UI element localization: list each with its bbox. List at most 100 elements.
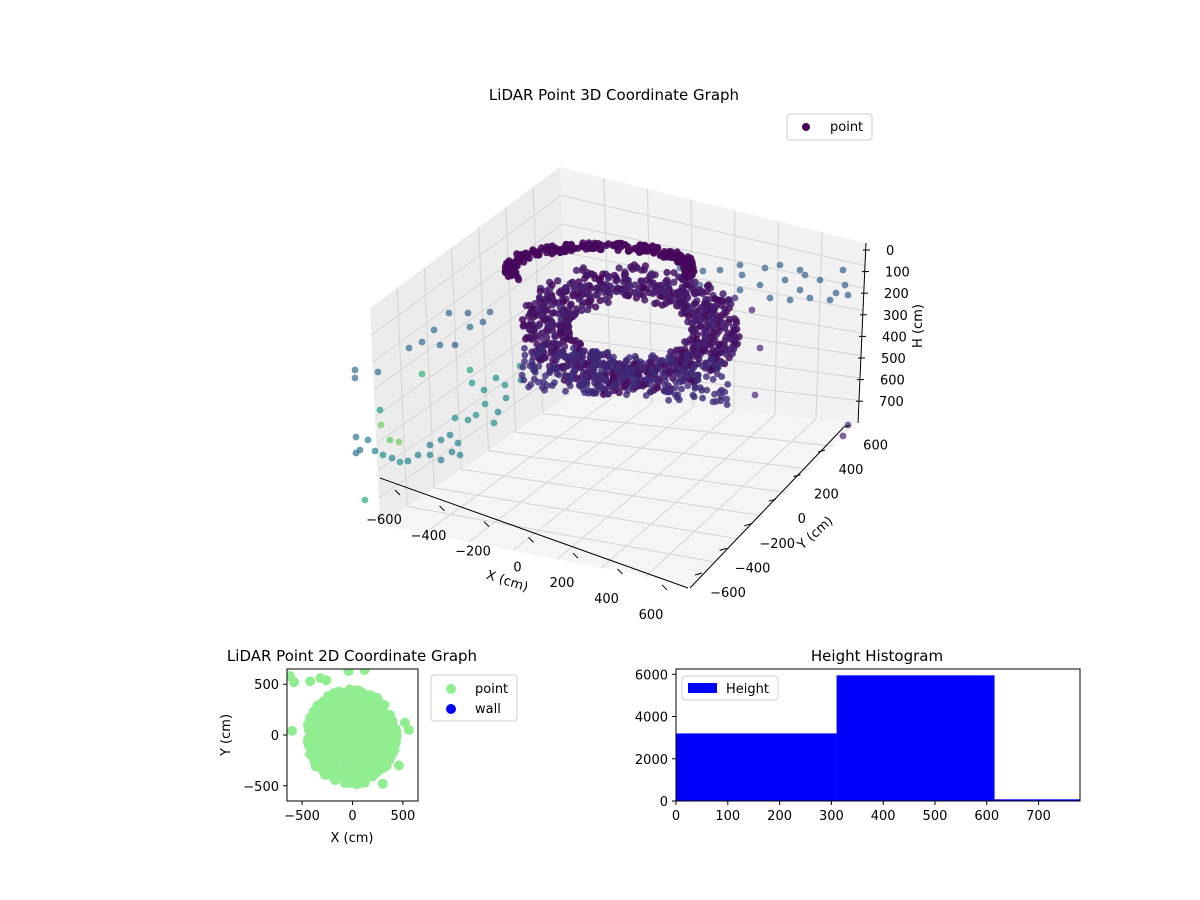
scatter-point-3d — [719, 290, 727, 298]
scatter-point-3d — [689, 391, 697, 399]
scatter-point-3d — [388, 454, 396, 462]
scatter-point-3d — [553, 370, 561, 378]
scatter-point-2d — [403, 724, 414, 735]
x-tick-label-3d: −200 — [455, 545, 491, 560]
scatter-point-3d — [666, 387, 673, 395]
scatter-point-3d — [624, 247, 633, 255]
scatter-point-3d — [448, 448, 456, 456]
legend-histogram-box — [681, 675, 779, 701]
scatter-point-3d — [751, 391, 759, 399]
scatter-point-3d — [572, 266, 581, 274]
scatter-point-3d — [426, 451, 434, 459]
plot-area-histogram — [675, 668, 1081, 802]
x-tick-label-histogram: 200 — [767, 809, 792, 824]
scatter-point-3d — [715, 296, 723, 304]
scatter-point-2d — [334, 722, 344, 733]
scatter-point-3d — [690, 364, 698, 371]
scatter-point-3d — [578, 306, 586, 314]
scatter-point-3d — [537, 333, 545, 341]
y-tick — [793, 474, 801, 478]
scatter-point-3d — [588, 387, 596, 395]
scatter-point-3d — [704, 359, 712, 367]
scatter-point-3d — [549, 327, 557, 335]
legend-3d-marker — [802, 123, 810, 131]
scatter-point-3d — [595, 385, 603, 393]
scatter-point-3d — [631, 352, 639, 360]
scatter-point-3d — [649, 282, 657, 290]
scatter-point-3d — [730, 326, 738, 334]
scatter-point-3d — [472, 411, 480, 419]
scatter-point-3d — [721, 305, 729, 313]
scatter-point-3d — [567, 242, 575, 250]
scatter-point-2d — [378, 755, 389, 765]
scatter-point-2d — [354, 693, 365, 704]
histogram-bars — [676, 675, 1080, 801]
scatter-point-3d — [561, 342, 569, 350]
y-tick — [817, 449, 826, 453]
scatter-point-3d — [466, 323, 474, 331]
scatter-point-3d — [680, 377, 687, 384]
scatter-point-3d — [647, 381, 654, 389]
scatter-point-2d — [305, 676, 316, 687]
scatter-point-3d — [675, 251, 683, 259]
legend-2d-marker-wall — [446, 704, 456, 714]
scatter-point-2d — [323, 691, 334, 702]
scatter-point-3d — [705, 315, 713, 323]
legend-3d-label: point — [830, 120, 863, 135]
scatter-point-3d — [670, 278, 678, 286]
scatter-point-3d — [426, 441, 434, 449]
scatter-point-3d — [731, 339, 739, 347]
scatter-point-3d — [564, 317, 572, 325]
grid-line — [373, 252, 565, 390]
scatter-point-3d — [615, 264, 623, 272]
scatter-point-3d — [715, 340, 723, 348]
x-axis-label-3d: X (cm) — [484, 568, 530, 596]
points-2d — [287, 669, 414, 790]
scatter-point-2d — [317, 749, 328, 760]
histogram-bar — [994, 799, 1080, 801]
scatter-point-3d — [501, 381, 509, 389]
scatter-point-3d — [543, 382, 551, 389]
scatter-point-3d — [568, 361, 576, 368]
scatter-point-3d — [612, 379, 619, 387]
scatter-point-3d — [575, 295, 583, 303]
grid-line — [461, 468, 762, 517]
grid-line — [515, 431, 810, 470]
y-tick — [694, 572, 703, 576]
scatter-point-3d — [554, 340, 563, 348]
scatter-point-3d — [723, 395, 731, 403]
legend-2d-marker-point — [446, 684, 456, 694]
grid-line — [512, 406, 694, 552]
grid-line — [407, 505, 714, 563]
scatter-point-3d — [585, 244, 593, 252]
scatter-point-3d — [650, 249, 658, 257]
scatter-point-3d — [519, 322, 527, 330]
scatter-point-2d — [374, 698, 385, 709]
y-tick-label-3d: 200 — [814, 488, 839, 503]
scatter-point-3d — [414, 451, 422, 459]
scatter-point-3d — [561, 284, 569, 292]
scatter-point-3d — [612, 273, 620, 281]
scatter-point-2d — [326, 731, 337, 741]
scatter-point-2d — [287, 725, 297, 736]
scatter-point-3d — [578, 242, 586, 250]
scatter-point-3d — [748, 306, 756, 314]
z-tick-label-3d: 300 — [883, 309, 908, 324]
scatter-point-2d — [359, 669, 370, 675]
scatter-point-3d — [656, 357, 664, 365]
x-tick-label-2d: −500 — [284, 809, 320, 824]
scatter-point-3d — [352, 433, 360, 441]
scatter-point-3d — [451, 341, 459, 349]
x-tick-label-histogram: 400 — [871, 809, 896, 824]
scatter-point-3d — [578, 358, 586, 366]
scatter-point-3d — [598, 367, 605, 374]
scatter-point-2d — [341, 692, 352, 703]
scatter-point-3d — [716, 389, 723, 396]
scatter-point-3d — [730, 345, 738, 353]
scatter-point-3d — [699, 394, 706, 402]
scatter-point-3d — [684, 267, 693, 275]
scatter-point-3d — [538, 345, 546, 353]
scatter-point-3d — [551, 332, 560, 340]
y-tick-label-histogram: 4000 — [635, 711, 668, 726]
scatter-point-3d — [519, 363, 527, 371]
